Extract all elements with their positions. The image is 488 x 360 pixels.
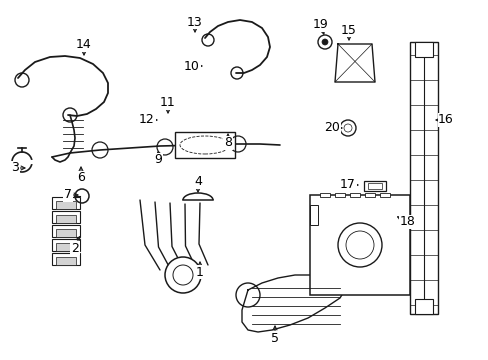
Bar [56, 201, 76, 209]
Bar [363, 181, 385, 191]
Bar [367, 183, 381, 189]
Text: 4: 4 [194, 175, 202, 189]
Circle shape [164, 257, 201, 293]
Text: 5: 5 [270, 332, 279, 345]
Circle shape [321, 39, 327, 45]
Bar [52, 239, 80, 251]
Bar [364, 193, 374, 197]
Bar [379, 193, 389, 197]
Polygon shape [242, 275, 345, 332]
Text: 20: 20 [324, 121, 339, 135]
Text: 3: 3 [11, 162, 19, 175]
Bar [409, 42, 437, 314]
Text: 9: 9 [154, 153, 162, 166]
Bar [56, 215, 76, 223]
Bar [309, 195, 409, 295]
Text: 10: 10 [183, 59, 200, 72]
Bar [319, 193, 329, 197]
Text: 17: 17 [339, 179, 355, 192]
Text: 13: 13 [187, 15, 203, 28]
Bar [414, 42, 432, 57]
Text: 6: 6 [77, 171, 85, 184]
Text: 14: 14 [76, 39, 92, 51]
Bar [56, 257, 76, 265]
Bar [52, 197, 80, 209]
Text: 1: 1 [196, 265, 203, 279]
Text: 7: 7 [64, 189, 72, 202]
Bar [414, 299, 432, 314]
Text: 8: 8 [224, 136, 231, 149]
Text: 12: 12 [139, 113, 155, 126]
Bar [334, 193, 345, 197]
Text: 18: 18 [399, 216, 415, 229]
Bar [52, 211, 80, 223]
Text: 19: 19 [312, 18, 328, 31]
Bar [175, 132, 235, 158]
Bar [56, 229, 76, 237]
Text: 16: 16 [437, 113, 453, 126]
Bar [52, 225, 80, 237]
Text: 2: 2 [71, 242, 79, 255]
Text: 15: 15 [340, 23, 356, 36]
Bar [56, 243, 76, 251]
Text: 11: 11 [160, 96, 176, 109]
Bar [349, 193, 359, 197]
Bar [52, 253, 80, 265]
Polygon shape [334, 44, 374, 82]
Bar [309, 205, 317, 225]
